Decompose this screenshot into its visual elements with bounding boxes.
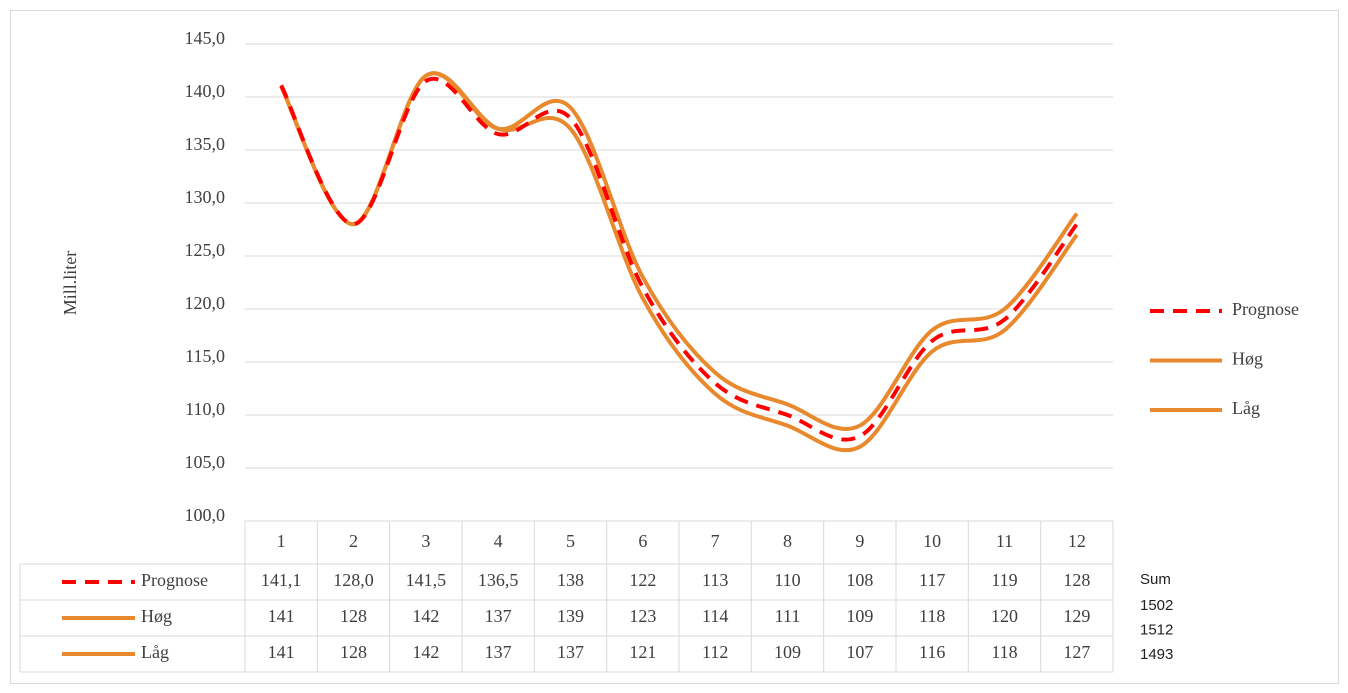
- chart-border: [10, 10, 1339, 684]
- y-tick-label: 105,0: [185, 452, 226, 472]
- table-value: 121: [629, 642, 656, 662]
- y-tick-label: 135,0: [185, 134, 226, 154]
- table-value: 128: [1063, 570, 1090, 590]
- table-value: 137: [485, 642, 512, 662]
- series-line: [279, 76, 1079, 442]
- table-row-label: Høg: [141, 606, 172, 626]
- x-tick-label: 11: [996, 531, 1013, 551]
- table-value: 109: [846, 606, 873, 626]
- x-tick-label: 7: [711, 531, 720, 551]
- table-value: 114: [702, 606, 728, 626]
- y-tick-label: 120,0: [185, 293, 226, 313]
- x-tick-label: 2: [349, 531, 358, 551]
- table-value: 138: [557, 570, 584, 590]
- y-tick-label: 100,0: [185, 505, 226, 525]
- table-value: 139: [557, 606, 584, 626]
- table-value: 108: [846, 570, 873, 590]
- table-row-label: Låg: [141, 642, 169, 662]
- table-value: 141,1: [261, 570, 302, 590]
- x-tick-label: 4: [494, 531, 503, 551]
- total-value: 1502: [1140, 597, 1173, 614]
- x-tick-label: 12: [1068, 531, 1086, 551]
- table-value: 123: [629, 606, 656, 626]
- table-value: 119: [991, 570, 1017, 590]
- table-value: 142: [412, 642, 439, 662]
- table-value: 113: [702, 570, 728, 590]
- y-tick-label: 145,0: [185, 28, 226, 48]
- table-value: 141,5: [406, 570, 447, 590]
- table-value: 107: [846, 642, 873, 662]
- y-tick-label: 130,0: [185, 187, 226, 207]
- y-tick-label: 115,0: [185, 346, 225, 366]
- table-value: 120: [991, 606, 1018, 626]
- table-value: 141: [268, 642, 295, 662]
- table-value: 118: [991, 642, 1017, 662]
- total-value: 1493: [1140, 646, 1173, 663]
- y-tick-label: 110,0: [185, 399, 225, 419]
- y-tick-label: 125,0: [185, 240, 226, 260]
- totals-label: Sum: [1140, 571, 1171, 588]
- table-row-label: Prognose: [141, 570, 208, 590]
- table-value: 127: [1063, 642, 1090, 662]
- table-value: 142: [412, 606, 439, 626]
- table-value: 128: [340, 642, 367, 662]
- total-value: 1512: [1140, 621, 1173, 638]
- y-axis-label: Mill.liter: [60, 251, 80, 316]
- x-tick-label: 9: [855, 531, 864, 551]
- table-value: 109: [774, 642, 801, 662]
- table-value: 112: [702, 642, 728, 662]
- legend-label: Låg: [1232, 398, 1260, 418]
- table-value: 128,0: [333, 570, 374, 590]
- x-tick-label: 1: [277, 531, 286, 551]
- table-value: 137: [557, 642, 584, 662]
- legend-label: Høg: [1232, 349, 1263, 369]
- table-value: 117: [919, 570, 945, 590]
- table-value: 128: [340, 606, 367, 626]
- table-value: 118: [919, 606, 945, 626]
- x-tick-label: 5: [566, 531, 575, 551]
- table-value: 122: [629, 570, 656, 590]
- table-value: 111: [775, 606, 801, 626]
- y-tick-label: 140,0: [185, 81, 226, 101]
- legend-label: Prognose: [1232, 299, 1299, 319]
- x-tick-label: 8: [783, 531, 792, 551]
- x-tick-label: 6: [638, 531, 647, 551]
- table-value: 110: [774, 570, 800, 590]
- table-value: 136,5: [478, 570, 519, 590]
- table-value: 116: [919, 642, 945, 662]
- x-tick-label: 3: [421, 531, 430, 551]
- table-value: 137: [485, 606, 512, 626]
- table-value: 141: [268, 606, 295, 626]
- series-line: [279, 71, 1079, 431]
- x-tick-label: 10: [923, 531, 941, 551]
- table-value: 129: [1063, 606, 1090, 626]
